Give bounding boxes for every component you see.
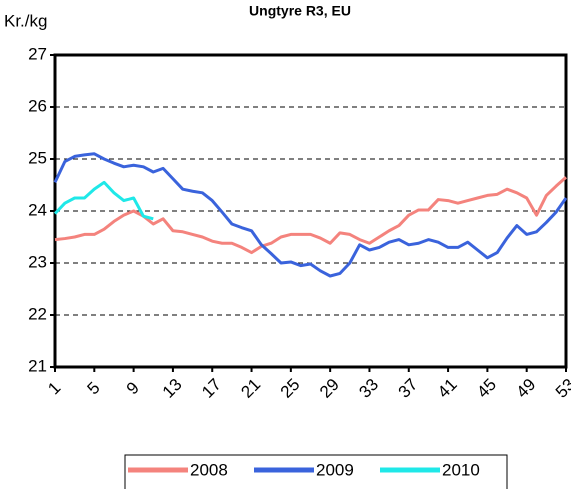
legend-label: 2008: [190, 460, 228, 479]
y-tick-label: 27: [28, 44, 47, 63]
y-tick-label: 22: [28, 304, 47, 323]
legend-label: 2010: [442, 460, 480, 479]
chart-title: Ungtyre R3, EU: [249, 3, 351, 19]
series-line: [53, 180, 154, 221]
x-tick-label: 25: [277, 375, 304, 402]
plot-frame: [53, 53, 568, 369]
y-axis-label: Kr./kg: [4, 11, 47, 30]
x-tick-label: 49: [513, 375, 540, 402]
series-line: [53, 152, 568, 278]
x-tick-label: 45: [473, 375, 500, 402]
legend-box: [124, 454, 508, 489]
x-tick-label: 1: [44, 378, 64, 398]
x-tick-label: 41: [434, 375, 461, 402]
y-tick-label: 26: [28, 96, 47, 115]
y-tick-label: 21: [28, 356, 47, 375]
x-tick-label: 13: [159, 375, 186, 402]
series-line: [54, 176, 568, 255]
x-tick-label: 33: [355, 375, 382, 402]
x-tick-label: 29: [316, 375, 343, 402]
x-tick-label: 53: [552, 375, 571, 402]
legend-label: 2009: [316, 460, 354, 479]
y-tick-label: 25: [28, 148, 47, 167]
x-tick-label: 21: [237, 375, 264, 402]
x-tick-label: 9: [123, 378, 143, 398]
y-tick-label: 24: [28, 200, 47, 219]
x-tick-label: 37: [395, 375, 422, 402]
y-tick-label: 23: [28, 252, 47, 271]
x-tick-label: 5: [84, 378, 104, 398]
x-tick-label: 17: [198, 375, 225, 402]
